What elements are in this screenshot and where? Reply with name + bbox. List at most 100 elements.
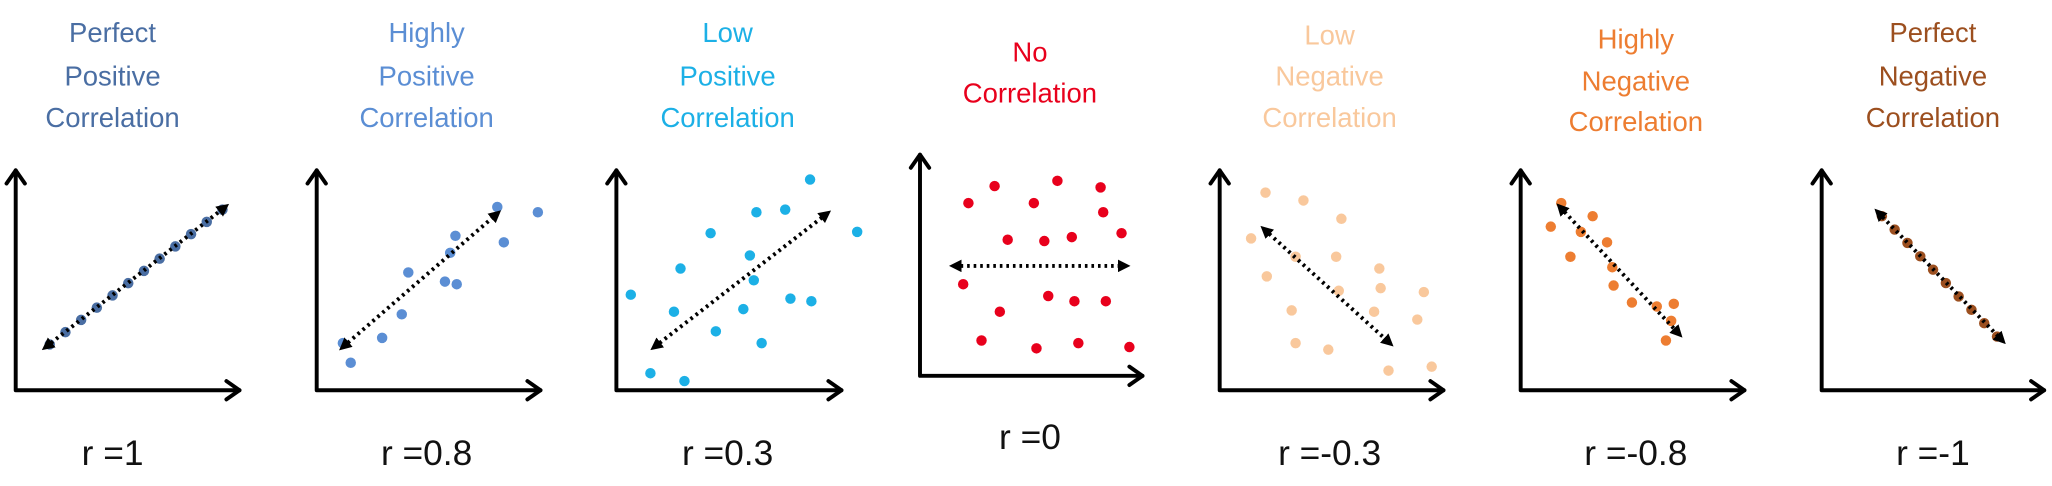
data-point xyxy=(1245,233,1257,244)
x-axis-arrowhead xyxy=(1428,379,1446,402)
data-point xyxy=(675,263,686,274)
data-point xyxy=(748,275,760,286)
data-point xyxy=(1412,314,1423,325)
panel-title: No xyxy=(1012,37,1047,68)
panel-title: Correlation xyxy=(359,102,493,133)
panel-title: Negative xyxy=(1879,60,1987,91)
data-point xyxy=(1374,263,1385,274)
data-point xyxy=(976,335,987,346)
data-point xyxy=(1426,361,1437,372)
correlation-panel: Low Negative Correlation r =-0.3 xyxy=(1208,20,1446,473)
panel-title: Positive xyxy=(64,60,160,91)
panel-title: Perfect xyxy=(1889,17,1976,48)
data-point xyxy=(705,227,716,239)
r-label: r =0.8 xyxy=(381,434,472,473)
axes xyxy=(13,168,242,393)
x-axis-arrowhead xyxy=(525,379,543,402)
data-point xyxy=(498,237,510,248)
trend-arrow xyxy=(1874,208,2006,345)
data-point xyxy=(679,375,690,387)
data-point xyxy=(1116,227,1127,239)
r-label: r =-1 xyxy=(1896,434,1970,473)
panel-title: Perfect xyxy=(69,17,156,48)
data-point xyxy=(1066,231,1078,243)
data-point xyxy=(1336,213,1347,225)
data-point xyxy=(1073,337,1084,349)
r-label: r =1 xyxy=(82,434,144,473)
data-point xyxy=(1028,197,1040,209)
data-point xyxy=(1668,298,1680,310)
trend-arrow xyxy=(1556,203,1683,338)
data-point xyxy=(738,303,749,315)
data-point xyxy=(1383,365,1394,376)
y-axis-arrowhead xyxy=(1208,168,1231,186)
axes xyxy=(1518,168,1747,393)
trend-arrow xyxy=(339,210,502,351)
y-axis-arrowhead xyxy=(1810,168,1833,186)
data-point xyxy=(1651,301,1663,312)
data-point xyxy=(1565,251,1576,262)
panel-title: Correlation xyxy=(1569,106,1703,137)
data-point xyxy=(1100,296,1112,307)
correlation-panel: No Correlation r =0 xyxy=(908,37,1145,457)
panel-title: Correlation xyxy=(963,77,1097,108)
panel-title: Positive xyxy=(379,60,475,91)
x-axis-arrowhead xyxy=(826,379,844,402)
data-point xyxy=(1323,344,1334,355)
x-axis-arrowhead xyxy=(1127,364,1145,387)
data-point xyxy=(1260,187,1271,198)
data-point xyxy=(1095,182,1106,193)
panel-title: Correlation xyxy=(660,102,794,133)
panel-title: Correlation xyxy=(1262,102,1396,133)
data-point xyxy=(1097,207,1109,218)
data-point xyxy=(1607,261,1618,273)
data-point xyxy=(403,267,414,278)
axes xyxy=(918,152,1145,378)
data-point xyxy=(1043,290,1054,302)
data-point xyxy=(396,309,407,320)
data-point xyxy=(1375,282,1386,294)
data-point xyxy=(492,201,503,213)
data-point xyxy=(625,289,637,300)
data-point xyxy=(439,276,451,287)
data-point xyxy=(1290,337,1301,349)
data-point xyxy=(1368,306,1380,317)
data-point xyxy=(1660,335,1672,346)
data-point xyxy=(645,367,656,379)
axes xyxy=(1819,168,2047,393)
data-point xyxy=(989,180,1000,192)
data-point xyxy=(1069,296,1080,307)
data-point xyxy=(1626,297,1638,308)
data-point xyxy=(668,306,680,317)
trend-arrow xyxy=(41,203,230,351)
data-point xyxy=(1545,221,1557,232)
panel-title: Negative xyxy=(1275,60,1383,91)
axes xyxy=(1217,168,1446,393)
data-point xyxy=(957,278,969,290)
data-point xyxy=(1286,305,1297,316)
x-axis-arrowhead xyxy=(224,379,242,402)
data-point xyxy=(451,278,462,290)
data-point xyxy=(1031,343,1042,354)
data-point xyxy=(851,226,863,238)
r-label: r =-0.3 xyxy=(1278,434,1381,473)
data-point xyxy=(1587,210,1598,222)
data-point xyxy=(1002,234,1013,245)
panel-title: Positive xyxy=(680,60,776,91)
x-axis-arrowhead xyxy=(2029,379,2047,402)
data-point xyxy=(751,207,762,218)
data-point xyxy=(744,250,756,261)
y-axis-arrowhead xyxy=(605,168,628,186)
data-point xyxy=(1261,271,1273,282)
trend-arrow xyxy=(1260,225,1394,347)
data-point xyxy=(1124,341,1135,353)
data-point xyxy=(532,207,544,218)
data-point xyxy=(710,326,722,337)
r-label: r =-0.8 xyxy=(1584,434,1687,473)
data-point xyxy=(994,306,1006,317)
data-point xyxy=(1298,195,1309,206)
data-point xyxy=(804,174,816,185)
data-point xyxy=(1889,224,1900,235)
y-axis-arrowhead xyxy=(4,168,27,186)
